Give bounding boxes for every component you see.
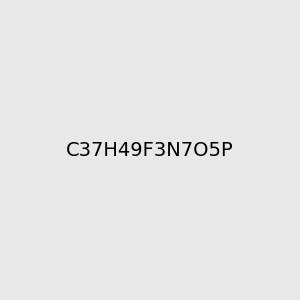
Text: C37H49F3N7O5P: C37H49F3N7O5P	[66, 140, 234, 160]
